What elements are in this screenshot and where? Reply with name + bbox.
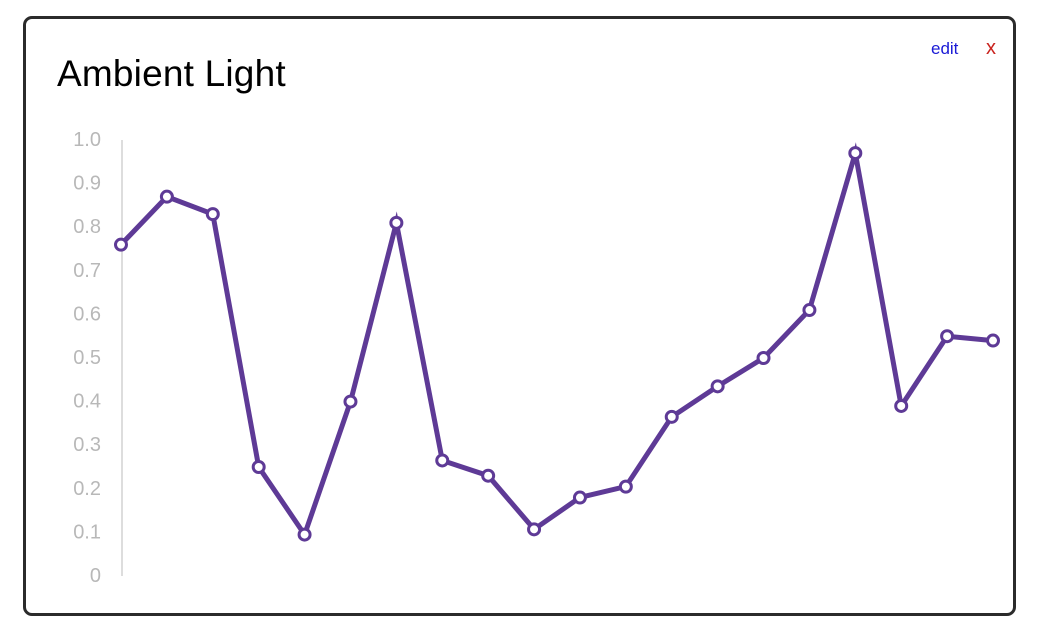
data-point[interactable] — [251, 460, 266, 474]
y-tick-label: 0.5 — [73, 347, 101, 369]
y-tick-label: 0.4 — [73, 391, 101, 413]
data-point[interactable] — [389, 215, 404, 230]
data-point[interactable] — [894, 398, 909, 413]
data-point[interactable] — [986, 333, 1000, 348]
edit-link[interactable]: edit — [931, 39, 959, 58]
y-tick-label: 0.7 — [73, 260, 101, 282]
data-point[interactable] — [205, 207, 220, 222]
data-point[interactable] — [618, 479, 633, 494]
y-tick-label: 0.3 — [73, 434, 101, 456]
y-tick-label: 1.0 — [73, 129, 101, 151]
y-tick-label: 0.6 — [73, 303, 101, 325]
data-point[interactable] — [756, 351, 771, 365]
close-button[interactable]: x — [986, 37, 996, 59]
data-point[interactable] — [159, 189, 174, 204]
data-point[interactable] — [114, 237, 128, 252]
y-tick-label: 0.9 — [73, 173, 101, 195]
data-point[interactable] — [940, 329, 955, 344]
data-point[interactable] — [297, 527, 312, 542]
series-line — [119, 142, 994, 541]
data-point[interactable] — [435, 453, 450, 468]
data-point[interactable] — [343, 394, 358, 409]
data-point[interactable] — [848, 146, 863, 161]
data-point[interactable] — [802, 303, 817, 318]
data-point[interactable] — [710, 379, 725, 394]
widget-title: Ambient Light — [57, 53, 286, 94]
data-point[interactable] — [527, 522, 542, 537]
y-tick-label: 0 — [90, 565, 101, 587]
y-tick-label: 0.8 — [73, 216, 101, 238]
y-tick-label: 0.1 — [73, 521, 101, 543]
data-point[interactable] — [572, 490, 587, 505]
y-tick-label: 0.2 — [73, 478, 101, 500]
data-point[interactable] — [664, 409, 679, 424]
data-point[interactable] — [481, 468, 496, 483]
